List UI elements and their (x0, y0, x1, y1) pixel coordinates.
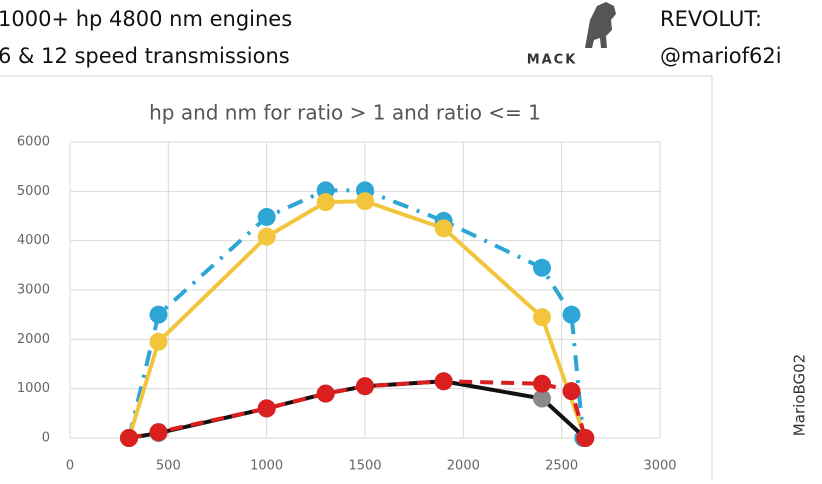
marker (120, 429, 138, 447)
marker (562, 382, 581, 401)
marker (533, 389, 551, 408)
x-tick-label: 1000 (250, 459, 283, 474)
marker (149, 423, 168, 442)
marker (356, 192, 374, 211)
watermark: MarioBG02 (791, 354, 809, 436)
y-tick-label: 4000 (17, 233, 50, 248)
marker (149, 305, 168, 324)
header-line: 1000+ hp 4800 nm engines (0, 7, 292, 31)
plot: 0 1000 2000 3000 4000 5000 6000 0 500 1000 1500 200… (17, 135, 677, 474)
y-tick-label: 0 (42, 431, 50, 446)
chart-area (0, 75, 713, 484)
x-tick-label: 0 (66, 459, 74, 474)
x-tick-label: 500 (156, 459, 181, 474)
y-tick-label: 6000 (17, 135, 50, 150)
marker (533, 308, 551, 327)
x-tick-label: 2000 (447, 459, 480, 474)
x-tick-label: 3000 (643, 459, 676, 474)
marker (257, 227, 276, 246)
account-label: REVOLUT: (660, 7, 762, 31)
y-tick-label: 5000 (17, 184, 50, 199)
series-line (127, 199, 588, 439)
marker (434, 219, 453, 238)
y-tick-label: 2000 (17, 332, 50, 347)
y-tick-label: 3000 (17, 283, 50, 298)
mack-dog-logo (585, 2, 616, 48)
chart-title: hp and nm for ratio > 1 and ratio <= 1 (149, 101, 541, 125)
marker (316, 193, 335, 212)
marker (316, 384, 335, 403)
y-tick-label: 1000 (17, 381, 50, 396)
header-line: 6 & 12 speed transmissions (0, 44, 290, 68)
account: @mariof62i (660, 44, 782, 68)
marker (533, 374, 551, 393)
marker (257, 207, 276, 226)
logo-text: MACK (527, 53, 578, 68)
marker (149, 332, 168, 351)
marker (562, 305, 581, 324)
x-tick-label: 2500 (545, 459, 578, 474)
marker (257, 399, 276, 418)
marker (533, 258, 551, 277)
x-tick-label: 1500 (348, 459, 381, 474)
marker (356, 377, 374, 396)
marker (434, 372, 453, 391)
marker (576, 429, 595, 447)
